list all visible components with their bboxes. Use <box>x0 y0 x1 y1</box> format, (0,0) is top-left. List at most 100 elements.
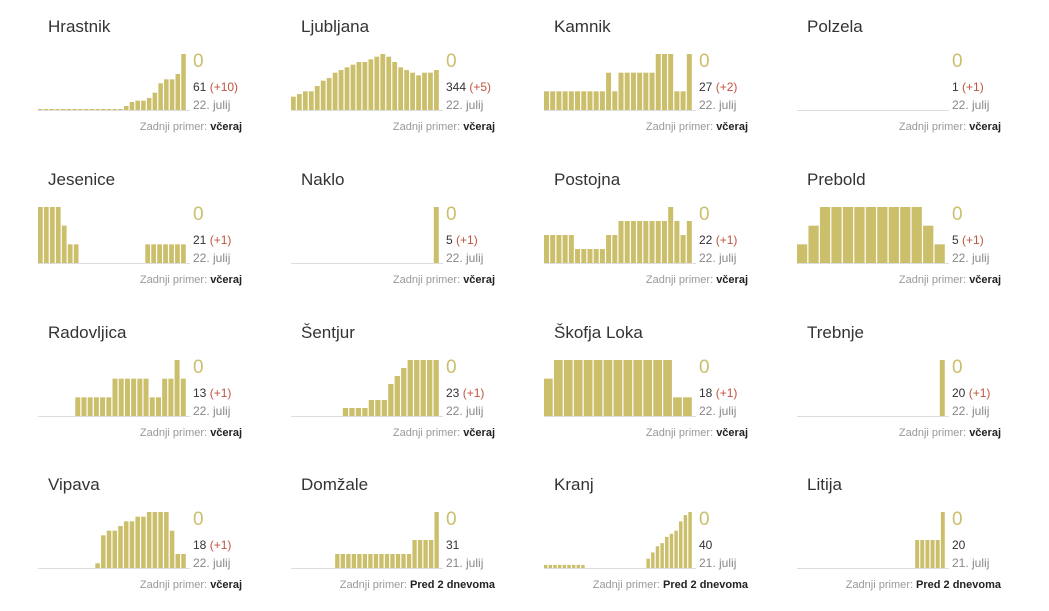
chart-bar <box>553 564 557 568</box>
chart-bar <box>643 221 649 263</box>
last-case-label: Zadnji primer: <box>392 427 464 439</box>
chart-bar <box>661 54 667 110</box>
chart-bar <box>583 360 593 416</box>
municipality-card: Trebnje 0 20 (+1) 22. julij Zadnji primer: v… <box>794 306 1047 456</box>
chart-bar <box>599 91 605 110</box>
last-case-info: Zadnji primer: včeraj <box>393 121 495 133</box>
municipality-name: Šentjur <box>301 323 355 342</box>
chart-bar <box>915 540 920 568</box>
last-case-value: Pred 2 dnevoma <box>916 579 1001 591</box>
chart-bar <box>618 72 624 110</box>
cases-bar-chart <box>291 54 443 111</box>
municipality-name: Trebnje <box>807 323 865 342</box>
chart-bar <box>404 70 409 110</box>
chart-bar <box>646 558 650 568</box>
chart-bar <box>831 207 842 263</box>
chart-bar <box>888 207 899 263</box>
current-active-value: 0 <box>446 204 457 225</box>
cases-bar-chart <box>544 54 696 111</box>
last-case-label: Zadnji primer: <box>392 121 464 133</box>
chart-bar <box>665 536 669 568</box>
cases-bar-chart <box>797 360 949 417</box>
last-case-label: Zadnji primer: <box>845 579 917 591</box>
municipality-card: Škofja Loka 0 18 (+1) 22. julij Zadnji prime… <box>541 306 794 456</box>
municipality-card: Vipava 0 18 (+1) 22. julij Zadnji primer: vč… <box>35 458 288 608</box>
date-label: 22. julij <box>952 251 990 265</box>
chart-bar <box>935 540 940 568</box>
chart-bar <box>576 564 581 568</box>
last-case-label: Zadnji primer: <box>339 579 411 591</box>
chart-bar <box>362 554 368 568</box>
chart-bar <box>362 62 368 110</box>
delta-value: (+1) <box>206 233 232 247</box>
last-case-label: Zadnji primer: <box>139 274 211 286</box>
current-active-value: 0 <box>952 509 963 530</box>
chart-bar <box>571 564 576 568</box>
current-active-value: 0 <box>446 51 457 72</box>
last-case-value: Pred 2 dnevoma <box>663 579 748 591</box>
chart-bar <box>43 207 49 263</box>
total-cases: 5 (+1) <box>952 233 984 247</box>
date-label: 22. julij <box>952 98 990 112</box>
chart-bar <box>158 512 163 568</box>
chart-bar <box>674 530 678 568</box>
chart-bar <box>388 384 394 416</box>
chart-bar <box>568 235 574 263</box>
chart-bar <box>351 554 357 568</box>
current-active-value: 0 <box>446 357 457 378</box>
chart-bar <box>145 244 151 263</box>
chart-bar <box>925 540 930 568</box>
chart-bar <box>72 109 77 110</box>
chart-bar <box>618 221 624 263</box>
date-label: 22. julij <box>699 251 737 265</box>
total-value: 22 <box>699 233 713 247</box>
chart-bar <box>920 540 925 568</box>
cases-bar-chart <box>544 207 696 264</box>
last-case-value: včeraj <box>716 274 748 286</box>
current-active-value: 0 <box>952 51 963 72</box>
chart-bar <box>428 540 434 568</box>
chart-bar <box>106 397 112 416</box>
total-cases: 22 (+1) <box>699 233 737 247</box>
chart-bar <box>877 207 888 263</box>
chart-bar <box>101 535 106 568</box>
chart-bar <box>100 397 106 416</box>
delta-value: (+10) <box>206 80 239 94</box>
chart-bar <box>152 92 158 110</box>
cases-bar-chart <box>544 360 696 417</box>
chart-bar <box>563 360 573 416</box>
chart-bar <box>865 207 877 263</box>
chart-bar <box>562 91 568 110</box>
chart-bar <box>911 207 922 263</box>
date-label: 22. julij <box>193 98 231 112</box>
chart-bar <box>175 244 180 263</box>
last-case-label: Zadnji primer: <box>139 121 211 133</box>
last-case-info: Zadnji primer: včeraj <box>646 121 748 133</box>
total-cases: 13 (+1) <box>193 386 231 400</box>
last-case-label: Zadnji primer: <box>592 579 664 591</box>
current-active-value: 0 <box>699 357 710 378</box>
chart-bar <box>550 235 556 263</box>
chart-bar <box>548 564 553 568</box>
last-case-value: včeraj <box>463 274 495 286</box>
chart-bar <box>930 540 935 568</box>
last-case-value: včeraj <box>969 121 1001 133</box>
chart-bar <box>643 360 653 416</box>
date-label: 22. julij <box>699 98 737 112</box>
chart-bar <box>152 512 158 568</box>
chart-bar <box>181 554 186 568</box>
last-case-info: Zadnji primer: včeraj <box>393 274 495 286</box>
chart-bar <box>900 207 911 263</box>
municipality-card: Ljubljana 0 344 (+5) 22. julij Zadnji primer… <box>288 0 541 150</box>
chart-bar <box>819 207 831 263</box>
cases-bar-chart <box>797 110 949 111</box>
chart-bar <box>155 397 161 416</box>
chart-bar <box>581 564 585 568</box>
date-label: 22. julij <box>699 404 737 418</box>
chart-bar <box>433 207 439 263</box>
chart-bar <box>553 360 563 416</box>
total-value: 5 <box>952 233 959 247</box>
chart-bar <box>368 59 374 110</box>
chart-bar <box>151 244 156 263</box>
